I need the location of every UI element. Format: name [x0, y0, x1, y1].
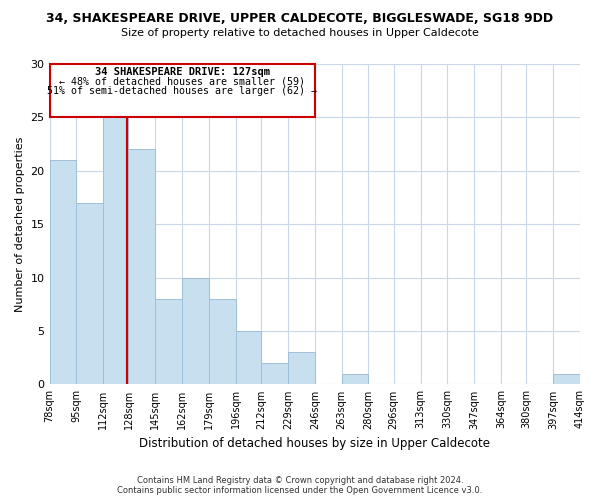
Text: ← 48% of detached houses are smaller (59): ← 48% of detached houses are smaller (59…	[59, 76, 305, 86]
Bar	[50, 160, 76, 384]
Text: Contains HM Land Registry data © Crown copyright and database right 2024.
Contai: Contains HM Land Registry data © Crown c…	[118, 476, 482, 495]
Bar	[341, 374, 368, 384]
Text: 34, SHAKESPEARE DRIVE, UPPER CALDECOTE, BIGGLESWADE, SG18 9DD: 34, SHAKESPEARE DRIVE, UPPER CALDECOTE, …	[46, 12, 554, 26]
Bar	[155, 299, 182, 384]
Bar	[288, 352, 315, 384]
Bar	[103, 118, 128, 384]
Bar	[128, 150, 155, 384]
FancyBboxPatch shape	[50, 64, 315, 118]
X-axis label: Distribution of detached houses by size in Upper Caldecote: Distribution of detached houses by size …	[139, 437, 490, 450]
Bar	[76, 203, 103, 384]
Bar	[209, 299, 236, 384]
Bar	[261, 363, 288, 384]
Bar	[553, 374, 580, 384]
Bar	[236, 331, 261, 384]
Text: 51% of semi-detached houses are larger (62) →: 51% of semi-detached houses are larger (…	[47, 86, 317, 96]
Text: Size of property relative to detached houses in Upper Caldecote: Size of property relative to detached ho…	[121, 28, 479, 38]
Bar	[182, 278, 209, 384]
Text: 34 SHAKESPEARE DRIVE: 127sqm: 34 SHAKESPEARE DRIVE: 127sqm	[95, 66, 269, 76]
Y-axis label: Number of detached properties: Number of detached properties	[15, 136, 25, 312]
